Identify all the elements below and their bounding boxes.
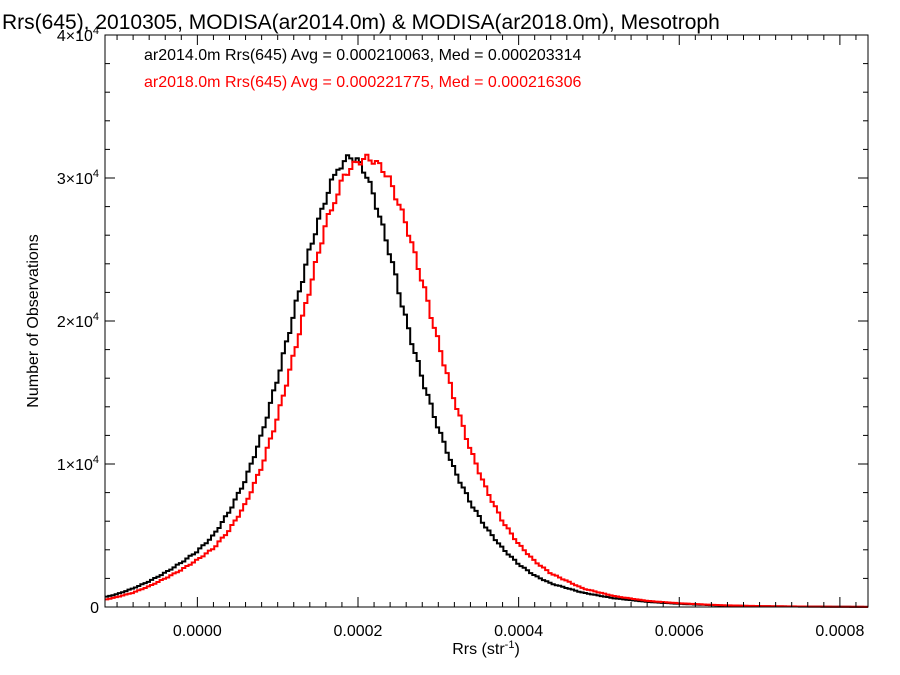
legend-entry-2: ar2018.0m Rrs(645) Avg = 0.000221775, Me… [144, 74, 581, 91]
x-tick-label: 0.0008 [815, 623, 864, 640]
y-tick-label: 2×104 [57, 311, 99, 331]
x-tick-label: 0.0000 [173, 623, 222, 640]
series-line-2 [105, 153, 868, 608]
x-tick-label: 0.0004 [494, 623, 543, 640]
y-tick-label: 4×104 [57, 25, 99, 45]
x-axis-label: Rrs (str-1) [452, 639, 520, 658]
chart-title: Rrs(645), 2010305, MODISA(ar2014.0m) & M… [2, 11, 720, 34]
x-tick-label: 0.0006 [655, 623, 704, 640]
y-tick-label: 3×104 [57, 168, 99, 188]
y-tick-label: 0 [90, 600, 99, 617]
y-tick-label: 1×104 [57, 454, 99, 474]
y-axis-label: Number of Observations [25, 234, 42, 407]
x-tick-label: 0.0002 [334, 623, 383, 640]
legend-entry-1: ar2014.0m Rrs(645) Avg = 0.000210063, Me… [144, 47, 581, 64]
legend: ar2014.0m Rrs(645) Avg = 0.000210063, Me… [144, 47, 581, 91]
ticks-layer: 0.0000 0.0002 0.0004 0.0006 0.0008 0 1×104 2×10… [57, 25, 868, 640]
series-layer [105, 153, 868, 608]
